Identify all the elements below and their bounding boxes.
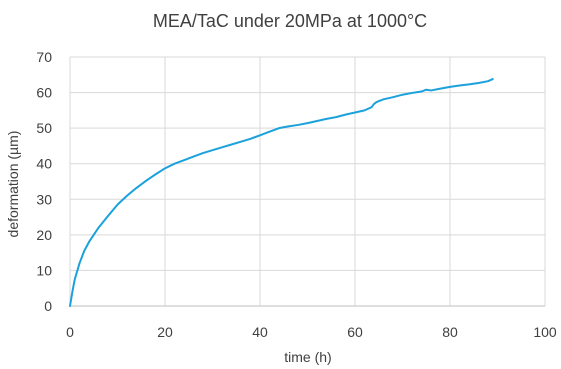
chart-title: MEA/TaC under 20MPa at 1000°C xyxy=(153,11,427,31)
y-axis-label: deformation (µm) xyxy=(5,131,21,238)
plot-area xyxy=(69,78,494,307)
x-tick-label: 60 xyxy=(347,324,363,340)
x-tick-label: 20 xyxy=(157,324,173,340)
x-tick-label: 100 xyxy=(533,324,557,340)
y-tick-label: 40 xyxy=(36,156,52,172)
y-tick-label: 60 xyxy=(36,85,52,101)
x-tick-label: 80 xyxy=(442,324,458,340)
y-tick-label: 20 xyxy=(36,227,52,243)
series-line-0 xyxy=(69,78,494,307)
x-tick-label: 0 xyxy=(66,324,74,340)
y-tick-label: 70 xyxy=(36,49,52,65)
tick-labels: 0 10 20 30 40 50 60 70 0 20 40 60 80 100 xyxy=(36,49,556,340)
y-tick-label: 30 xyxy=(36,191,52,207)
y-tick-label: 10 xyxy=(36,262,52,278)
y-tick-label: 50 xyxy=(36,120,52,136)
x-axis-label: time (h) xyxy=(284,349,331,365)
gridlines xyxy=(69,56,546,307)
x-tick-label: 40 xyxy=(252,324,268,340)
y-tick-label: 0 xyxy=(44,298,52,314)
